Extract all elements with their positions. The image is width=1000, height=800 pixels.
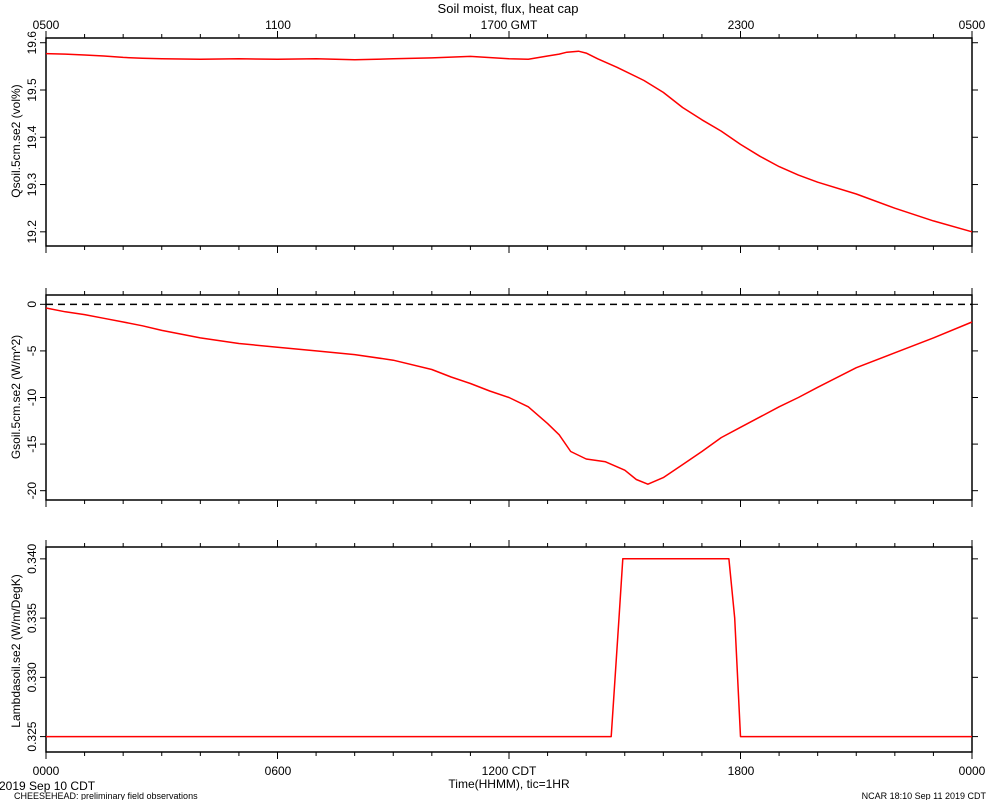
panel-soil-heat-flux: 0 -5 -10 -15 -20 — [25, 288, 978, 507]
top-axis-labels: 0500 1100 1700 GMT 2300 0500 — [33, 18, 986, 32]
y-tick-label: 0 — [25, 301, 39, 308]
top-tick-label: 2300 — [728, 18, 755, 32]
y-axis-label-conductivity: Lambdasoil.se2 (W/m/DegK) — [9, 574, 23, 727]
bottom-tick-label: 0600 — [265, 764, 292, 778]
top-tick-label: 1100 — [265, 18, 291, 32]
chart-title: Soil moist, flux, heat cap — [438, 1, 579, 16]
top-tick-label: 1700 GMT — [481, 18, 538, 32]
series-line — [45, 50, 973, 233]
y-tick-label: 19.6 — [25, 31, 39, 55]
top-tick-label: 0500 — [33, 18, 60, 32]
x-axis-label: Time(HHMM), tic=1HR — [448, 777, 570, 791]
series-line — [46, 558, 972, 738]
y-tick-label: 19.4 — [25, 125, 39, 149]
y-tick-label: 0.330 — [25, 662, 39, 692]
y-tick-label: 0.340 — [25, 544, 39, 574]
footer-stamp: NCAR 18:10 Sep 11 2019 CDT — [862, 791, 987, 800]
y-tick-label: 0.335 — [25, 603, 39, 633]
y-tick-label: 0.325 — [25, 721, 39, 751]
y-tick-label: 19.3 — [25, 173, 39, 197]
y-tick-label: -20 — [25, 482, 39, 500]
footer-date: 2019 Sep 10 CDT — [0, 779, 96, 793]
footer-project-note: CHEESEHEAD: preliminary field observatio… — [14, 791, 198, 800]
y-tick-label: -15 — [25, 435, 39, 453]
y-tick-label: -10 — [25, 389, 39, 407]
bottom-tick-label: 1200 CDT — [482, 764, 537, 778]
panel-soil-moisture: 19.2 19.3 19.4 19.5 19.6 — [25, 31, 978, 253]
series-line — [45, 307, 973, 485]
bottom-tick-label: 0000 — [959, 764, 986, 778]
plot-frame — [45, 546, 973, 753]
y-tick-label: 19.5 — [25, 78, 39, 102]
bottom-tick-label: 1800 — [728, 764, 755, 778]
y-tick-label: 19.2 — [25, 220, 39, 244]
y-axis-label-flux: Gsoil.5cm.se2 (W/m^2) — [9, 335, 23, 459]
plot-frame — [45, 37, 973, 247]
bottom-tick-label: 0000 — [33, 764, 60, 778]
top-tick-label: 0500 — [959, 18, 986, 32]
bottom-axis-labels: 0000 0600 1200 CDT 1800 0000 — [33, 764, 986, 778]
y-tick-label: -5 — [25, 345, 39, 356]
panel-soil-conductivity: 0.325 0.330 0.335 0.340 — [25, 540, 978, 759]
y-axis-label-moisture: Qsoil.5cm.se2 (vol%) — [9, 84, 23, 197]
